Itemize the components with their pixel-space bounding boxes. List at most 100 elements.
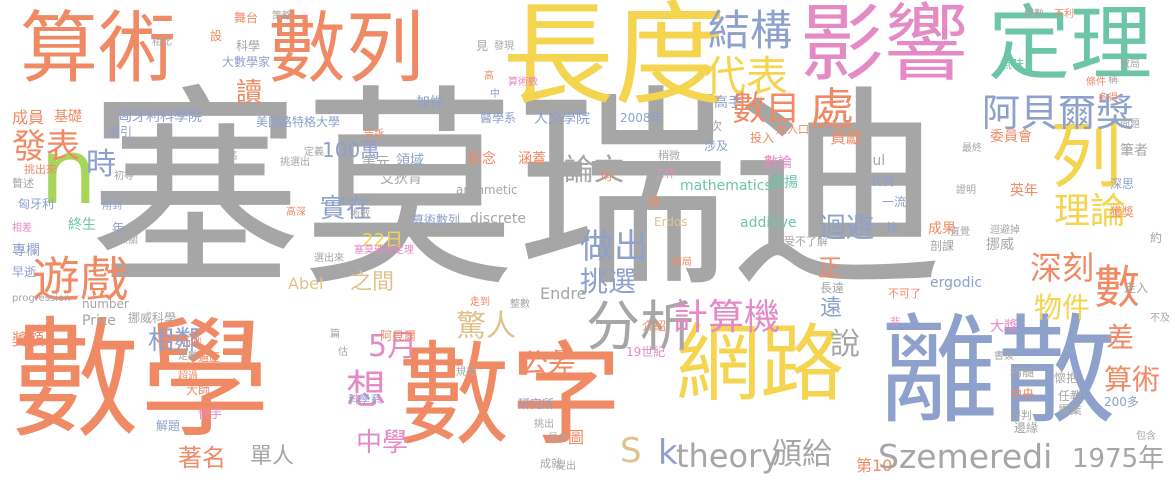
word: 不及 bbox=[1150, 313, 1170, 324]
word: 成名 bbox=[218, 151, 238, 162]
word: 走入 bbox=[1124, 281, 1149, 295]
word: 專欄 bbox=[12, 243, 40, 259]
word: 周 bbox=[554, 349, 565, 362]
word: 成果 bbox=[928, 221, 956, 237]
word: 不可了 bbox=[888, 287, 921, 300]
word: 成員 bbox=[12, 108, 45, 127]
word: 書簽 bbox=[994, 351, 1014, 362]
word: 大獎 bbox=[990, 319, 1018, 335]
word: 算術數列 bbox=[412, 213, 461, 227]
word: 一流 bbox=[882, 195, 907, 209]
word: 1975年 bbox=[1072, 444, 1165, 474]
word: Endre bbox=[540, 284, 587, 303]
word: 數字 bbox=[398, 331, 622, 461]
word: 匈牙利 bbox=[18, 197, 55, 211]
word: 長度 bbox=[502, 0, 726, 121]
word: 設 bbox=[210, 29, 223, 43]
word: 走到 bbox=[470, 297, 490, 308]
word: Paul bbox=[856, 153, 886, 169]
word: 大師 bbox=[186, 383, 211, 397]
word: Prize bbox=[82, 313, 116, 329]
word: 相差 bbox=[12, 223, 32, 234]
word: 不利 bbox=[1054, 9, 1074, 20]
word: 差 bbox=[1106, 321, 1135, 354]
word: 著名 bbox=[178, 444, 226, 472]
word: 高深 bbox=[286, 207, 306, 218]
word: 領域 bbox=[396, 153, 424, 169]
word: 獎額 bbox=[12, 330, 45, 349]
word: 醫學系 bbox=[480, 111, 517, 125]
word: 畢業 bbox=[1058, 403, 1083, 417]
word: 5月 bbox=[368, 329, 418, 364]
word: 均 bbox=[600, 169, 613, 183]
word: 數 bbox=[1094, 260, 1140, 314]
word: 基礎 bbox=[54, 109, 82, 125]
word: 科學 bbox=[236, 39, 261, 53]
word: 規律 bbox=[456, 367, 476, 378]
word: 稱 bbox=[1108, 75, 1118, 86]
word: 定義 bbox=[304, 147, 324, 158]
word: 涵蓋 bbox=[518, 151, 546, 167]
word: 數學 bbox=[10, 304, 271, 456]
word: 初等 bbox=[114, 171, 134, 182]
word: 論文 bbox=[564, 153, 624, 188]
word: 美國路特格大學 bbox=[256, 115, 341, 129]
word: Abel bbox=[288, 274, 324, 293]
word: discrete bbox=[470, 211, 526, 227]
word: 挑出來 bbox=[24, 163, 57, 176]
word: 艾狄肯 bbox=[380, 171, 422, 187]
word: Erdos bbox=[654, 215, 688, 229]
word: 直覺 bbox=[950, 227, 970, 238]
word: 迴避掉 bbox=[990, 225, 1020, 236]
word: 2008年 bbox=[620, 111, 663, 125]
word: 網路 bbox=[676, 315, 845, 413]
word: 多得 bbox=[1098, 93, 1118, 104]
word: 精髓 bbox=[1010, 365, 1035, 379]
word: 快手 bbox=[198, 407, 223, 421]
word: 貢獻 bbox=[830, 128, 863, 147]
word: 計算機 bbox=[672, 297, 781, 338]
word: 敗局 bbox=[1120, 59, 1140, 70]
word: 迴避 bbox=[818, 211, 875, 244]
word: 算術數 bbox=[508, 77, 538, 88]
word: 總數 bbox=[1024, 9, 1044, 20]
word: 挑出 bbox=[534, 419, 554, 430]
word: 帶 bbox=[602, 109, 616, 125]
word: 算術 bbox=[20, 4, 177, 94]
word: 懷抱 bbox=[1054, 371, 1079, 385]
word: 數論 bbox=[764, 155, 792, 171]
word: 告訴 bbox=[364, 129, 384, 140]
word: 定理 bbox=[988, 0, 1153, 92]
word: 實在 bbox=[320, 194, 373, 224]
word: 深思 bbox=[1110, 177, 1135, 191]
word: 之間 bbox=[350, 270, 395, 295]
word: 匈牙利科學院 bbox=[118, 109, 202, 125]
word: 條件 bbox=[1086, 77, 1106, 88]
word: 研究所 bbox=[518, 397, 555, 411]
word: 離散 bbox=[880, 302, 1117, 440]
word: 任教 bbox=[1058, 389, 1083, 403]
word: 圖 bbox=[568, 428, 585, 447]
word: 早逝 bbox=[12, 265, 37, 279]
word: mathematics bbox=[680, 178, 772, 194]
word: 遊戲 bbox=[32, 252, 129, 308]
word: 導引 bbox=[108, 125, 133, 139]
word: 影響 bbox=[800, 0, 969, 93]
word: 中央 bbox=[1010, 387, 1035, 401]
word: 分析 bbox=[586, 295, 694, 358]
word: 篇 bbox=[330, 329, 340, 340]
word: 介紹 bbox=[642, 319, 667, 333]
word: 見 bbox=[476, 39, 489, 53]
word: arithmetic bbox=[456, 183, 518, 197]
word: n bbox=[40, 120, 98, 225]
word: 剖課 bbox=[930, 239, 955, 253]
word: 美元 bbox=[362, 155, 390, 171]
word: 提出 bbox=[556, 461, 576, 472]
word: k bbox=[658, 433, 678, 473]
word: 人文學院 bbox=[534, 111, 590, 127]
word: additive bbox=[740, 215, 797, 231]
word: number bbox=[82, 297, 129, 311]
word: 結構 bbox=[708, 6, 793, 55]
word: 時 bbox=[86, 147, 116, 182]
word: 加性 bbox=[416, 95, 444, 111]
